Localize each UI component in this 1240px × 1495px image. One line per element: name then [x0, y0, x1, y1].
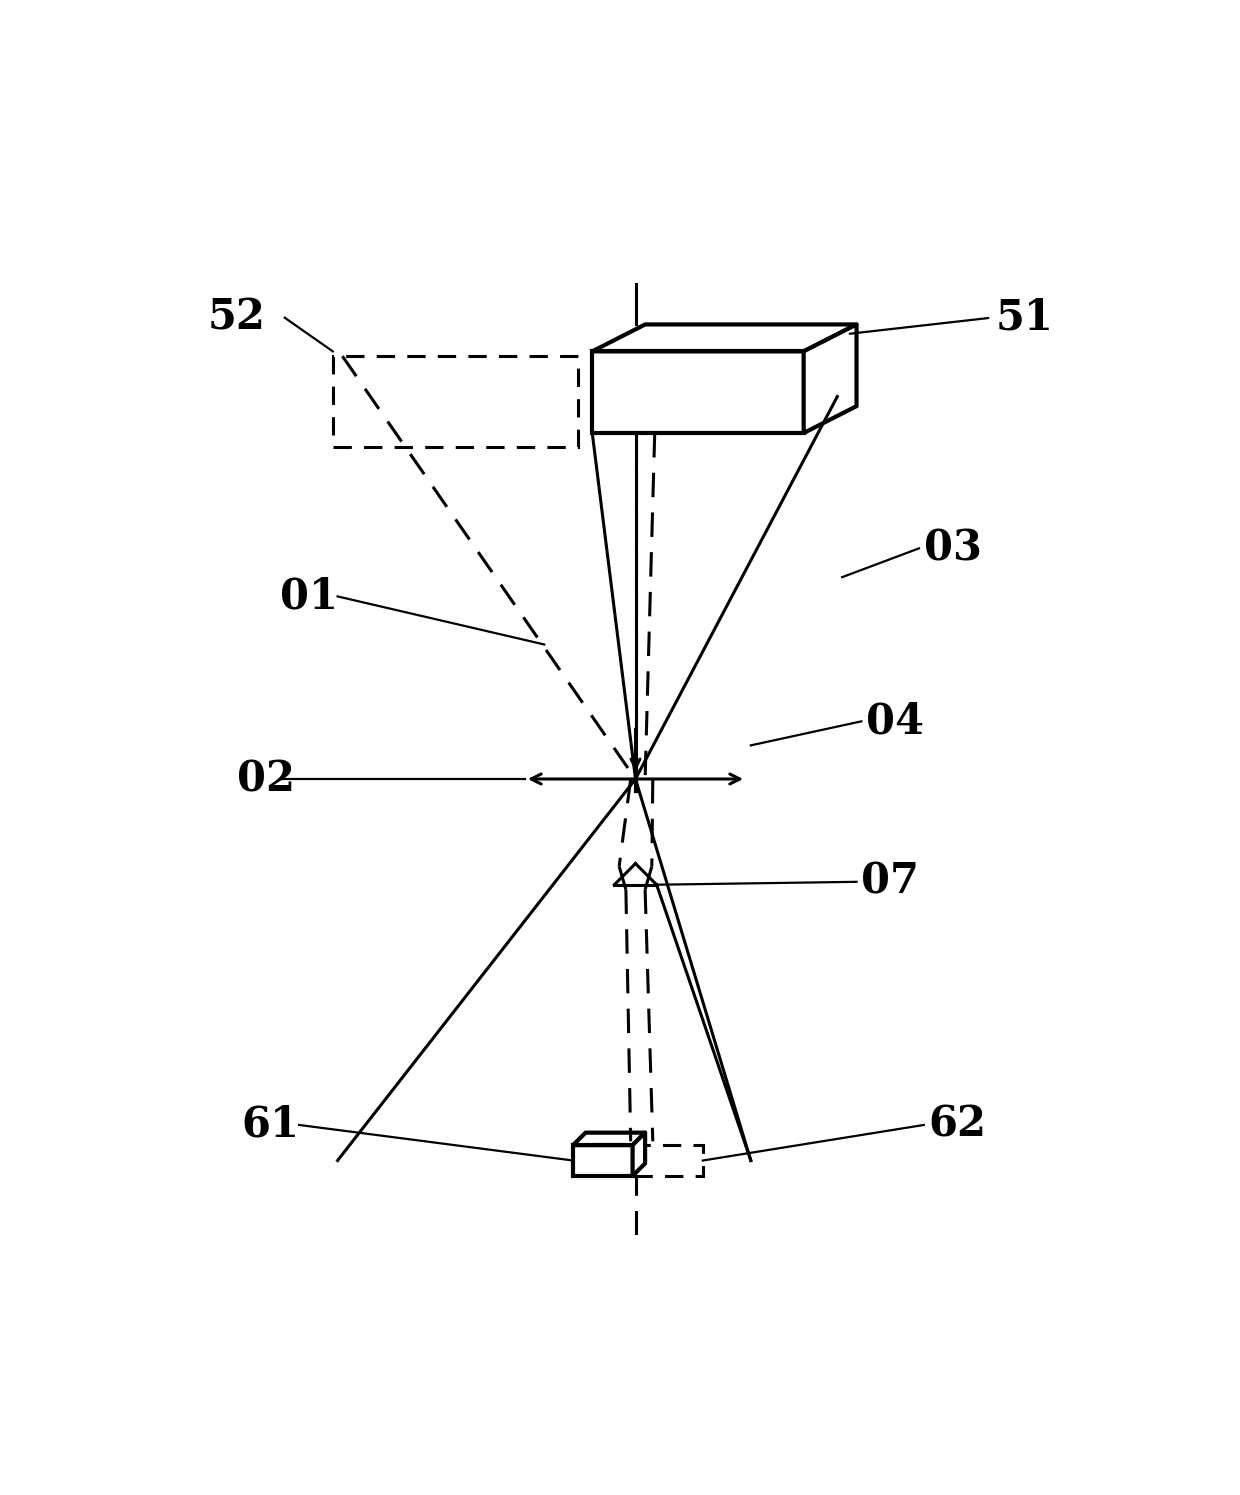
- Bar: [332, 356, 578, 447]
- Text: 51: 51: [996, 296, 1054, 339]
- Text: 02: 02: [237, 758, 295, 800]
- Polygon shape: [804, 324, 857, 434]
- Text: 07: 07: [862, 861, 919, 903]
- Bar: [634, 1145, 703, 1177]
- Text: 62: 62: [929, 1103, 987, 1147]
- Bar: [593, 351, 804, 434]
- Text: 04: 04: [866, 700, 924, 743]
- Polygon shape: [632, 1133, 645, 1177]
- Text: 52: 52: [208, 296, 265, 339]
- Text: 01: 01: [280, 576, 339, 617]
- Text: 03: 03: [924, 528, 982, 570]
- Bar: [573, 1145, 632, 1177]
- Text: 61: 61: [242, 1103, 300, 1147]
